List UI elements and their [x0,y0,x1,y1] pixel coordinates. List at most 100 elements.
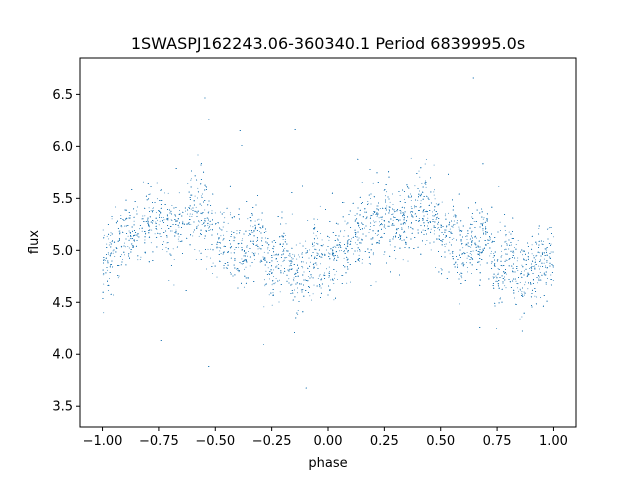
data-point [282,261,284,263]
data-point [211,210,213,212]
data-point [107,252,109,254]
data-point [103,259,105,261]
data-point [171,220,173,221]
data-point [317,253,318,255]
data-point [381,224,383,226]
data-point [163,219,165,221]
data-point [395,229,397,231]
data-point [465,235,466,237]
data-point [452,226,454,228]
data-point [129,217,131,219]
data-point [117,277,119,279]
data-point [356,250,358,252]
data-point [286,257,288,259]
data-point [222,239,224,241]
data-point [223,234,225,236]
data-point [206,268,208,270]
data-point [435,219,437,220]
data-point [532,279,534,281]
data-point [292,253,294,255]
data-point [161,248,163,250]
data-point [273,276,275,278]
data-point [404,231,406,233]
data-point [506,260,508,261]
data-point [377,205,379,207]
data-point [149,226,151,228]
data-point [367,203,369,205]
data-point [272,292,274,294]
data-point [205,186,207,188]
data-point [268,250,270,252]
data-point [490,250,492,252]
data-point [233,237,235,239]
data-point [502,282,504,284]
data-point [539,276,541,278]
data-point [158,224,160,226]
data-point [483,217,485,219]
data-point [347,242,349,244]
data-point [234,249,236,251]
data-point [291,213,293,215]
data-point [333,299,335,301]
data-point [123,225,125,227]
data-point [538,268,540,270]
data-point [434,198,436,200]
data-point [315,249,317,251]
data-point [185,210,186,212]
data-point [128,247,130,249]
data-point [449,241,451,243]
data-point [198,235,200,237]
data-point [519,289,521,291]
data-point [282,237,284,239]
data-point [303,271,305,273]
data-point [267,267,269,269]
data-point [403,198,405,200]
data-point [319,205,321,207]
data-point [346,243,348,244]
data-point [308,257,310,259]
data-point [315,235,317,237]
data-point [233,240,235,242]
data-point [448,250,450,252]
data-point [482,230,484,232]
data-point [473,221,475,223]
data-point [490,253,492,255]
data-point [207,217,209,219]
data-point [189,224,190,226]
data-point [471,254,472,256]
data-point [400,210,402,212]
data-point [377,208,379,210]
data-point [206,256,208,258]
data-point [247,218,249,220]
data-point [269,278,271,280]
data-point [344,220,346,222]
data-point [517,270,519,271]
data-point [189,215,191,217]
data-point [505,259,507,261]
data-point [283,250,285,252]
data-point [302,267,304,269]
data-point [102,274,104,276]
data-point [292,258,294,260]
data-point [441,201,443,203]
data-point [170,230,172,232]
data-point [149,193,151,195]
data-point [290,264,291,266]
data-point [521,264,523,266]
data-point [141,230,143,232]
data-point [219,211,221,213]
data-point [486,221,488,223]
data-point [521,292,523,294]
data-point [173,284,175,286]
data-point [276,261,278,262]
data-point [358,254,360,256]
data-point [276,265,278,267]
data-point [317,218,319,220]
data-point [533,255,535,257]
data-point [479,254,481,256]
data-point [457,264,459,266]
data-point [374,221,375,223]
data-point [340,230,342,232]
data-point [191,216,193,218]
